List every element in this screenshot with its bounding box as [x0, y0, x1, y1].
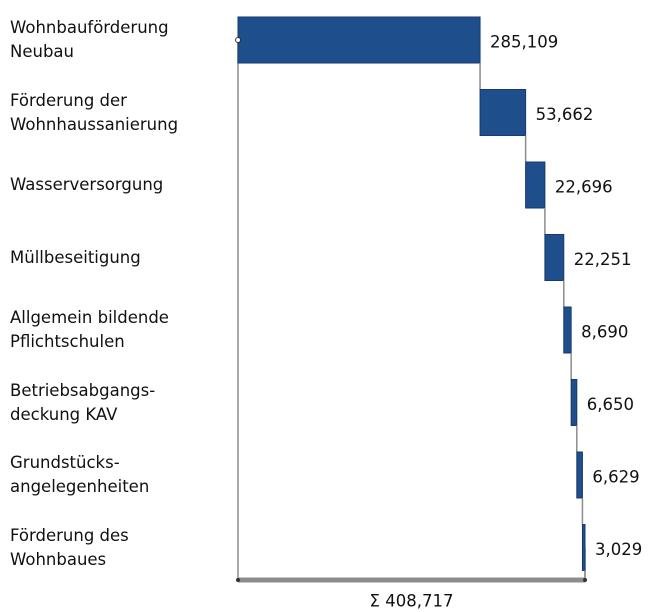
category-label: Allgemein bildende Pflichtschulen [10, 308, 169, 351]
category-label: Förderung der Wohnhaussanierung [10, 90, 179, 134]
endpoint [235, 37, 241, 43]
bar [581, 524, 586, 571]
endpoint [583, 578, 587, 582]
bar [563, 306, 572, 354]
category-label: Förderung des Wohnbaues [10, 525, 129, 569]
category-label: Grundstücks- angelegenheiten [10, 453, 150, 496]
category-label: Wohnbauförderung Neubau [10, 18, 169, 61]
bar [544, 234, 565, 281]
bar [479, 89, 527, 136]
endpoint [236, 578, 240, 582]
value-label: 3,029 [595, 540, 642, 559]
total-label: Σ 408,717 [370, 592, 454, 611]
category-label: Betriebsabgangs- deckung KAV [10, 380, 156, 424]
bar [237, 16, 481, 64]
bar [576, 451, 583, 499]
bar [570, 379, 578, 426]
value-label: 8,690 [581, 323, 628, 342]
category-label: Wasserversorgung [10, 175, 164, 194]
total-bar [238, 577, 585, 583]
value-label: 6,650 [587, 395, 634, 414]
value-label: 285,109 [490, 33, 558, 52]
value-label: 22,696 [555, 178, 613, 197]
value-label: 53,662 [536, 105, 594, 124]
value-label: 6,629 [592, 468, 639, 487]
category-label: Müllbeseitigung [10, 247, 141, 267]
bar [525, 161, 546, 209]
value-label: 22,251 [574, 250, 632, 269]
